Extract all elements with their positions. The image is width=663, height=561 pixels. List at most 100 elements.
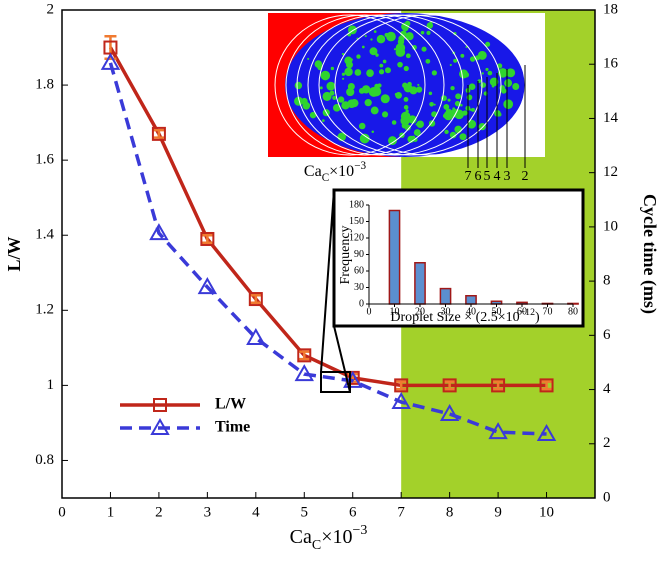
- error-bar: [298, 350, 311, 361]
- image-tick-label: 2: [522, 169, 529, 184]
- x-tick-label: 20: [415, 306, 425, 317]
- speck: [373, 30, 377, 33]
- speck: [425, 58, 431, 64]
- x-tick-label: 80: [568, 306, 578, 317]
- speck: [342, 77, 345, 80]
- label-part: ): [535, 310, 540, 325]
- x-tick-label: 7: [397, 504, 405, 520]
- series-line: [108, 46, 547, 388]
- label-part: C: [312, 538, 321, 553]
- speck: [376, 34, 386, 44]
- error-bar: [249, 294, 262, 305]
- speck: [380, 94, 390, 104]
- speck: [320, 70, 331, 81]
- marker: [539, 378, 554, 393]
- y-tick-label: 1.6: [35, 152, 54, 168]
- legend-marker: [150, 417, 170, 435]
- zoom-lines: [320, 189, 351, 393]
- speck: [433, 103, 436, 106]
- y-tick-label: 2: [47, 1, 55, 17]
- marker: [151, 126, 166, 141]
- speck: [481, 72, 484, 75]
- speck: [329, 90, 335, 96]
- speck: [381, 111, 389, 118]
- speck: [485, 41, 491, 47]
- error-bar: [201, 233, 214, 244]
- speck: [445, 108, 452, 115]
- y2-tick-label: 18: [603, 1, 618, 17]
- ring: [318, 14, 502, 156]
- speck: [341, 52, 345, 56]
- speck: [443, 104, 450, 110]
- speck: [413, 129, 421, 137]
- speck: [429, 21, 433, 25]
- speck: [459, 69, 469, 79]
- speck: [469, 56, 476, 62]
- speck: [366, 69, 374, 77]
- error-bar: [152, 128, 165, 139]
- speck: [370, 38, 373, 41]
- image-tick-label: 4: [494, 169, 501, 184]
- speck: [471, 107, 475, 112]
- speck: [429, 101, 434, 107]
- y-tick-label: 120: [349, 232, 364, 243]
- y-tick-label: 90: [354, 249, 364, 260]
- speck: [454, 125, 463, 134]
- marker: [100, 52, 121, 70]
- y-tick-label: 1.4: [35, 227, 54, 243]
- y2-tick-label: 12: [603, 164, 618, 180]
- speck: [412, 45, 417, 50]
- marker: [343, 370, 363, 388]
- marker: [536, 424, 557, 442]
- speck: [453, 58, 458, 63]
- speck: [369, 47, 378, 56]
- speck: [393, 48, 397, 51]
- speck: [333, 104, 341, 112]
- speck: [466, 94, 473, 101]
- inset-frame: [332, 188, 585, 328]
- y-tick-label: 0.8: [35, 452, 54, 468]
- x-tick-label: 3: [204, 504, 212, 520]
- error-bar: [395, 380, 408, 391]
- speck: [371, 130, 375, 133]
- speck: [337, 96, 345, 103]
- speck: [460, 53, 465, 58]
- speck: [309, 111, 317, 119]
- speck: [294, 81, 303, 90]
- marker: [488, 422, 508, 440]
- y2-tick-label: 10: [603, 218, 618, 234]
- speck: [512, 82, 520, 90]
- y-tick-label: 1.2: [35, 302, 54, 318]
- marker: [246, 328, 266, 346]
- speck: [346, 87, 355, 97]
- bar: [439, 287, 452, 305]
- speck: [477, 50, 487, 60]
- speck: [327, 82, 334, 90]
- speck: [487, 70, 493, 76]
- y2-tick-label: 16: [603, 56, 619, 72]
- axis-label: CaC×10−3: [290, 523, 368, 553]
- error-bar: [443, 380, 456, 391]
- speck: [358, 122, 366, 130]
- speck: [504, 79, 513, 88]
- bar: [388, 209, 401, 305]
- x-tick-label: 50: [492, 306, 502, 317]
- speck: [431, 70, 437, 76]
- speck: [388, 136, 397, 146]
- speck: [375, 53, 379, 57]
- speck: [361, 45, 365, 49]
- speck: [395, 43, 406, 53]
- speck: [344, 67, 353, 77]
- speck: [416, 120, 425, 128]
- speck: [480, 82, 487, 88]
- plot-frame: [61, 9, 596, 499]
- speck: [314, 60, 323, 68]
- speck: [400, 30, 407, 38]
- speck: [330, 66, 335, 71]
- error-bar: [492, 380, 505, 391]
- y-tick-label: 180: [349, 199, 364, 210]
- speck: [428, 91, 433, 96]
- speck: [358, 87, 365, 94]
- speck: [319, 86, 323, 90]
